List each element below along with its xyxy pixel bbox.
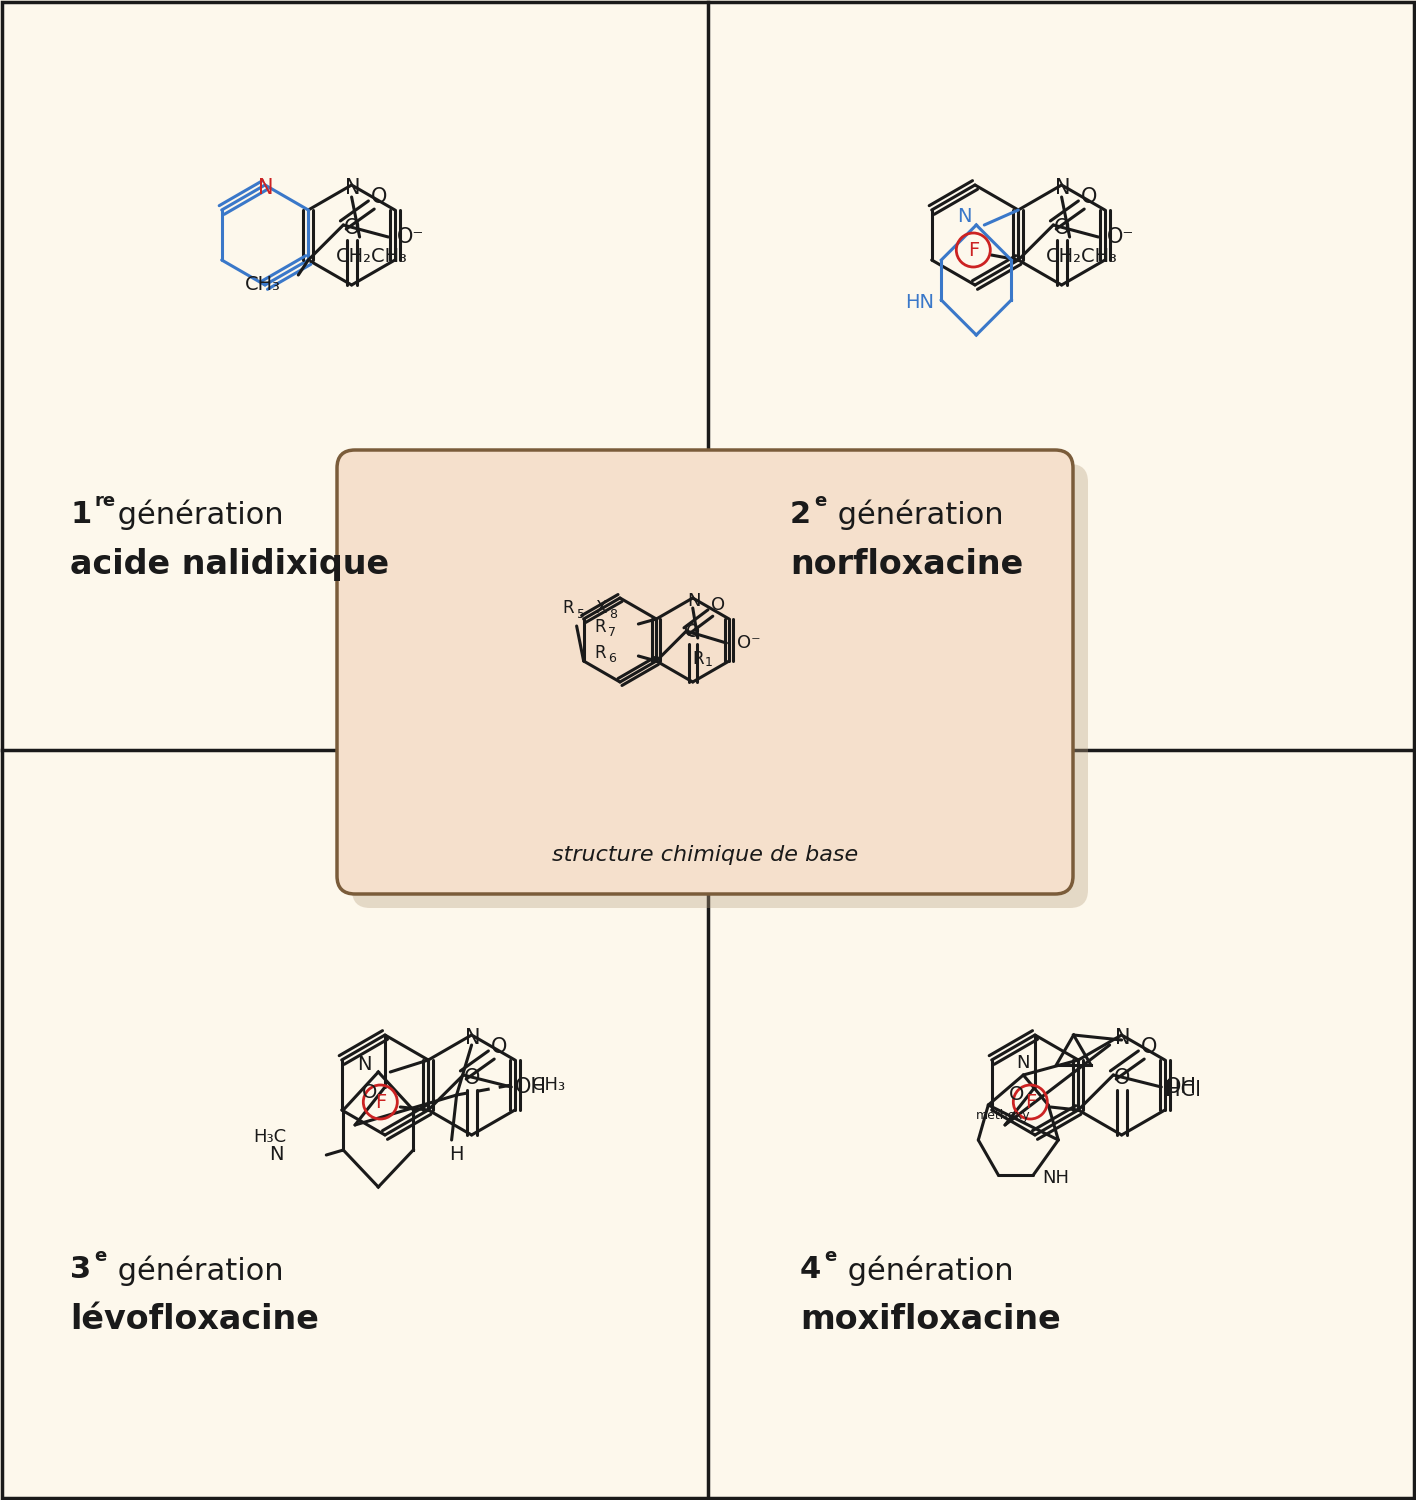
Text: 3: 3	[69, 1256, 91, 1284]
Text: R: R	[692, 650, 704, 668]
Text: 5: 5	[576, 608, 585, 621]
Text: N: N	[1055, 178, 1070, 198]
Text: O: O	[1080, 188, 1097, 207]
Text: O⁻: O⁻	[396, 226, 423, 248]
Text: CH₃: CH₃	[531, 1076, 565, 1094]
Text: N: N	[464, 1028, 480, 1048]
Text: e: e	[824, 1246, 837, 1264]
Text: 1: 1	[705, 656, 712, 669]
Text: F: F	[967, 240, 978, 260]
Text: R: R	[595, 618, 606, 636]
Text: N: N	[269, 1146, 283, 1164]
Text: N: N	[1017, 1054, 1029, 1072]
Text: re: re	[93, 492, 115, 510]
Text: O⁻: O⁻	[1107, 226, 1134, 248]
Text: CH₃: CH₃	[245, 276, 282, 294]
Text: N: N	[357, 1054, 371, 1074]
Text: génération: génération	[108, 1256, 283, 1286]
Text: O⁻: O⁻	[736, 634, 760, 652]
Text: O: O	[344, 217, 360, 238]
Text: N: N	[258, 178, 273, 198]
Text: O: O	[371, 188, 388, 207]
Text: structure chimique de base: structure chimique de base	[552, 844, 858, 865]
Text: génération: génération	[838, 1256, 1014, 1286]
Text: O: O	[1113, 1068, 1130, 1088]
Text: HCl: HCl	[1165, 1080, 1201, 1100]
Text: R: R	[562, 598, 575, 616]
Text: O: O	[685, 622, 700, 640]
Text: N: N	[687, 592, 701, 610]
Text: N: N	[957, 207, 971, 226]
Text: norfloxacine: norfloxacine	[790, 548, 1024, 580]
Text: O: O	[1010, 1086, 1025, 1104]
Text: lévofloxacine: lévofloxacine	[69, 1304, 319, 1336]
Text: R: R	[595, 644, 606, 662]
Text: 4: 4	[800, 1256, 821, 1284]
Text: methoxy: methoxy	[976, 1108, 1031, 1122]
Text: génération: génération	[108, 500, 283, 531]
Text: NH: NH	[1042, 1168, 1069, 1186]
Text: OH: OH	[1165, 1077, 1198, 1096]
Text: H₃C: H₃C	[253, 1128, 286, 1146]
FancyBboxPatch shape	[353, 464, 1087, 908]
Text: moxifloxacine: moxifloxacine	[800, 1304, 1061, 1336]
Text: F: F	[1025, 1092, 1037, 1112]
Text: O: O	[362, 1083, 378, 1101]
Text: X: X	[595, 598, 606, 616]
Text: F: F	[375, 1092, 387, 1112]
FancyBboxPatch shape	[337, 450, 1073, 894]
Text: 6: 6	[609, 652, 616, 666]
Text: O: O	[1141, 1036, 1157, 1058]
Text: O: O	[1054, 217, 1070, 238]
Text: génération: génération	[828, 500, 1004, 531]
Text: 7: 7	[609, 627, 616, 639]
Text: O: O	[491, 1036, 507, 1058]
Text: CH₂CH₃: CH₂CH₃	[336, 248, 408, 267]
Text: 2: 2	[790, 500, 811, 530]
Text: O: O	[711, 596, 725, 613]
Text: e: e	[93, 1246, 106, 1264]
Text: H: H	[449, 1146, 464, 1164]
Text: O: O	[463, 1068, 480, 1088]
Text: 1: 1	[69, 500, 91, 530]
Text: OH: OH	[515, 1077, 548, 1096]
Text: e: e	[814, 492, 827, 510]
Text: N: N	[1114, 1028, 1130, 1048]
Text: 8: 8	[609, 608, 617, 621]
Text: C: C	[684, 622, 697, 640]
Text: N: N	[346, 178, 360, 198]
Text: acide nalidixique: acide nalidixique	[69, 548, 389, 580]
Text: HN: HN	[905, 294, 933, 312]
Text: CH₂CH₃: CH₂CH₃	[1045, 248, 1117, 267]
